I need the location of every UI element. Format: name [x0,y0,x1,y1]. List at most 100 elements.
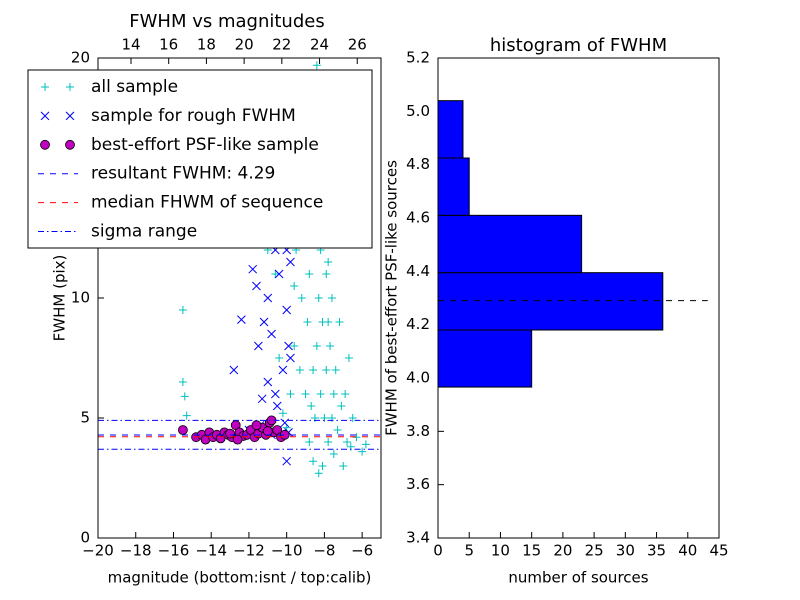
point [178,306,187,314]
point [40,111,50,121]
point [262,426,273,437]
y-tick-label: 3.4 [406,529,430,547]
point [327,294,336,302]
point [274,269,284,279]
x-tick-label: 20 [553,542,572,560]
point [322,366,331,374]
x-tick-label: 10 [491,542,510,560]
y-tick-label: 3.8 [406,422,430,440]
y-tick-label: 10 [71,289,90,307]
point [324,318,333,326]
point [303,318,312,326]
y-tick-label: 4.8 [406,155,430,173]
point [286,390,295,398]
bar [437,157,470,216]
top-tick-label: 20 [235,36,254,54]
x-tick-label: 15 [522,542,541,560]
point [237,315,246,324]
top-tick-label: 22 [272,36,291,54]
point [316,390,325,398]
point [322,270,331,278]
point [290,342,299,350]
point [278,409,287,418]
x-tick-label: −20 [82,542,114,560]
bar [437,329,533,388]
point [178,378,187,386]
point [278,365,288,375]
point [282,305,292,315]
left-frame [97,57,382,539]
point [318,462,327,470]
bar [437,100,464,159]
point [41,83,49,91]
point [275,354,284,362]
point [180,392,189,401]
point [252,281,261,291]
point [301,390,310,398]
point [324,438,333,446]
x-tick-label: −18 [120,542,152,560]
point [309,457,318,466]
point [282,456,292,466]
y-tick-label: 4.6 [406,209,430,227]
point [254,341,263,351]
right-frame [437,57,720,539]
point [348,414,357,422]
point [270,389,280,399]
point [344,354,353,362]
point [251,420,262,431]
point [232,434,243,445]
point [312,61,321,70]
x-axis-label: number of sources [508,569,648,587]
x-tick-label: 5 [464,542,474,560]
point [177,425,188,435]
y-tick-label: 0 [80,529,90,547]
point [329,450,338,458]
point [331,366,340,374]
x-tick-label: −16 [158,542,190,560]
point [329,390,338,398]
legend-label: median FHWM of sequence [91,193,323,213]
legend: all sample sample for rough FWHM best-effo… [27,69,373,249]
point [263,377,273,387]
legend-label: best-effort PSF-like sample [91,135,319,155]
y-tick-label: 4.0 [406,369,430,387]
point [309,366,318,374]
point [248,264,258,274]
top-tick-label: 14 [121,36,140,54]
y-tick-label: 5.2 [406,49,430,67]
top-tick-label: 26 [348,36,367,54]
y-tick-label: 4.4 [406,262,430,280]
y-axis-label: FWHM (pix) [51,255,69,342]
point [272,401,282,411]
top-tick-label: 16 [159,36,178,54]
legend-label: sigma range [91,222,197,242]
point [307,402,316,410]
point [335,318,344,326]
point [182,411,191,420]
y-axis-label: FWHM of best-effort PSF-like sources [383,160,401,436]
x-tick-label: 40 [678,542,697,560]
point [295,366,304,374]
chart-title: histogram of FWHM [490,35,667,56]
y-tick-label: 4.2 [406,315,430,333]
point [297,294,306,302]
point [263,293,273,303]
point [229,365,239,375]
top-tick-label: 24 [310,36,329,54]
x-axis-label: magnitude (bottom:isnt / top:calib) [108,569,372,587]
chart-title: FWHM vs magnitudes [129,11,324,32]
x-tick-label: 25 [585,542,604,560]
y-tick-label: 3.6 [406,475,430,493]
x-tick-label: −10 [271,542,303,560]
point [271,270,280,278]
point [267,329,276,339]
point [225,428,235,439]
x-tick-label: −12 [233,542,265,560]
point [339,462,348,470]
point [290,282,299,290]
x-tick-label: 35 [647,542,666,560]
x-tick-label: 45 [709,542,728,560]
legend-label: sample for rough FWHM [91,106,296,126]
